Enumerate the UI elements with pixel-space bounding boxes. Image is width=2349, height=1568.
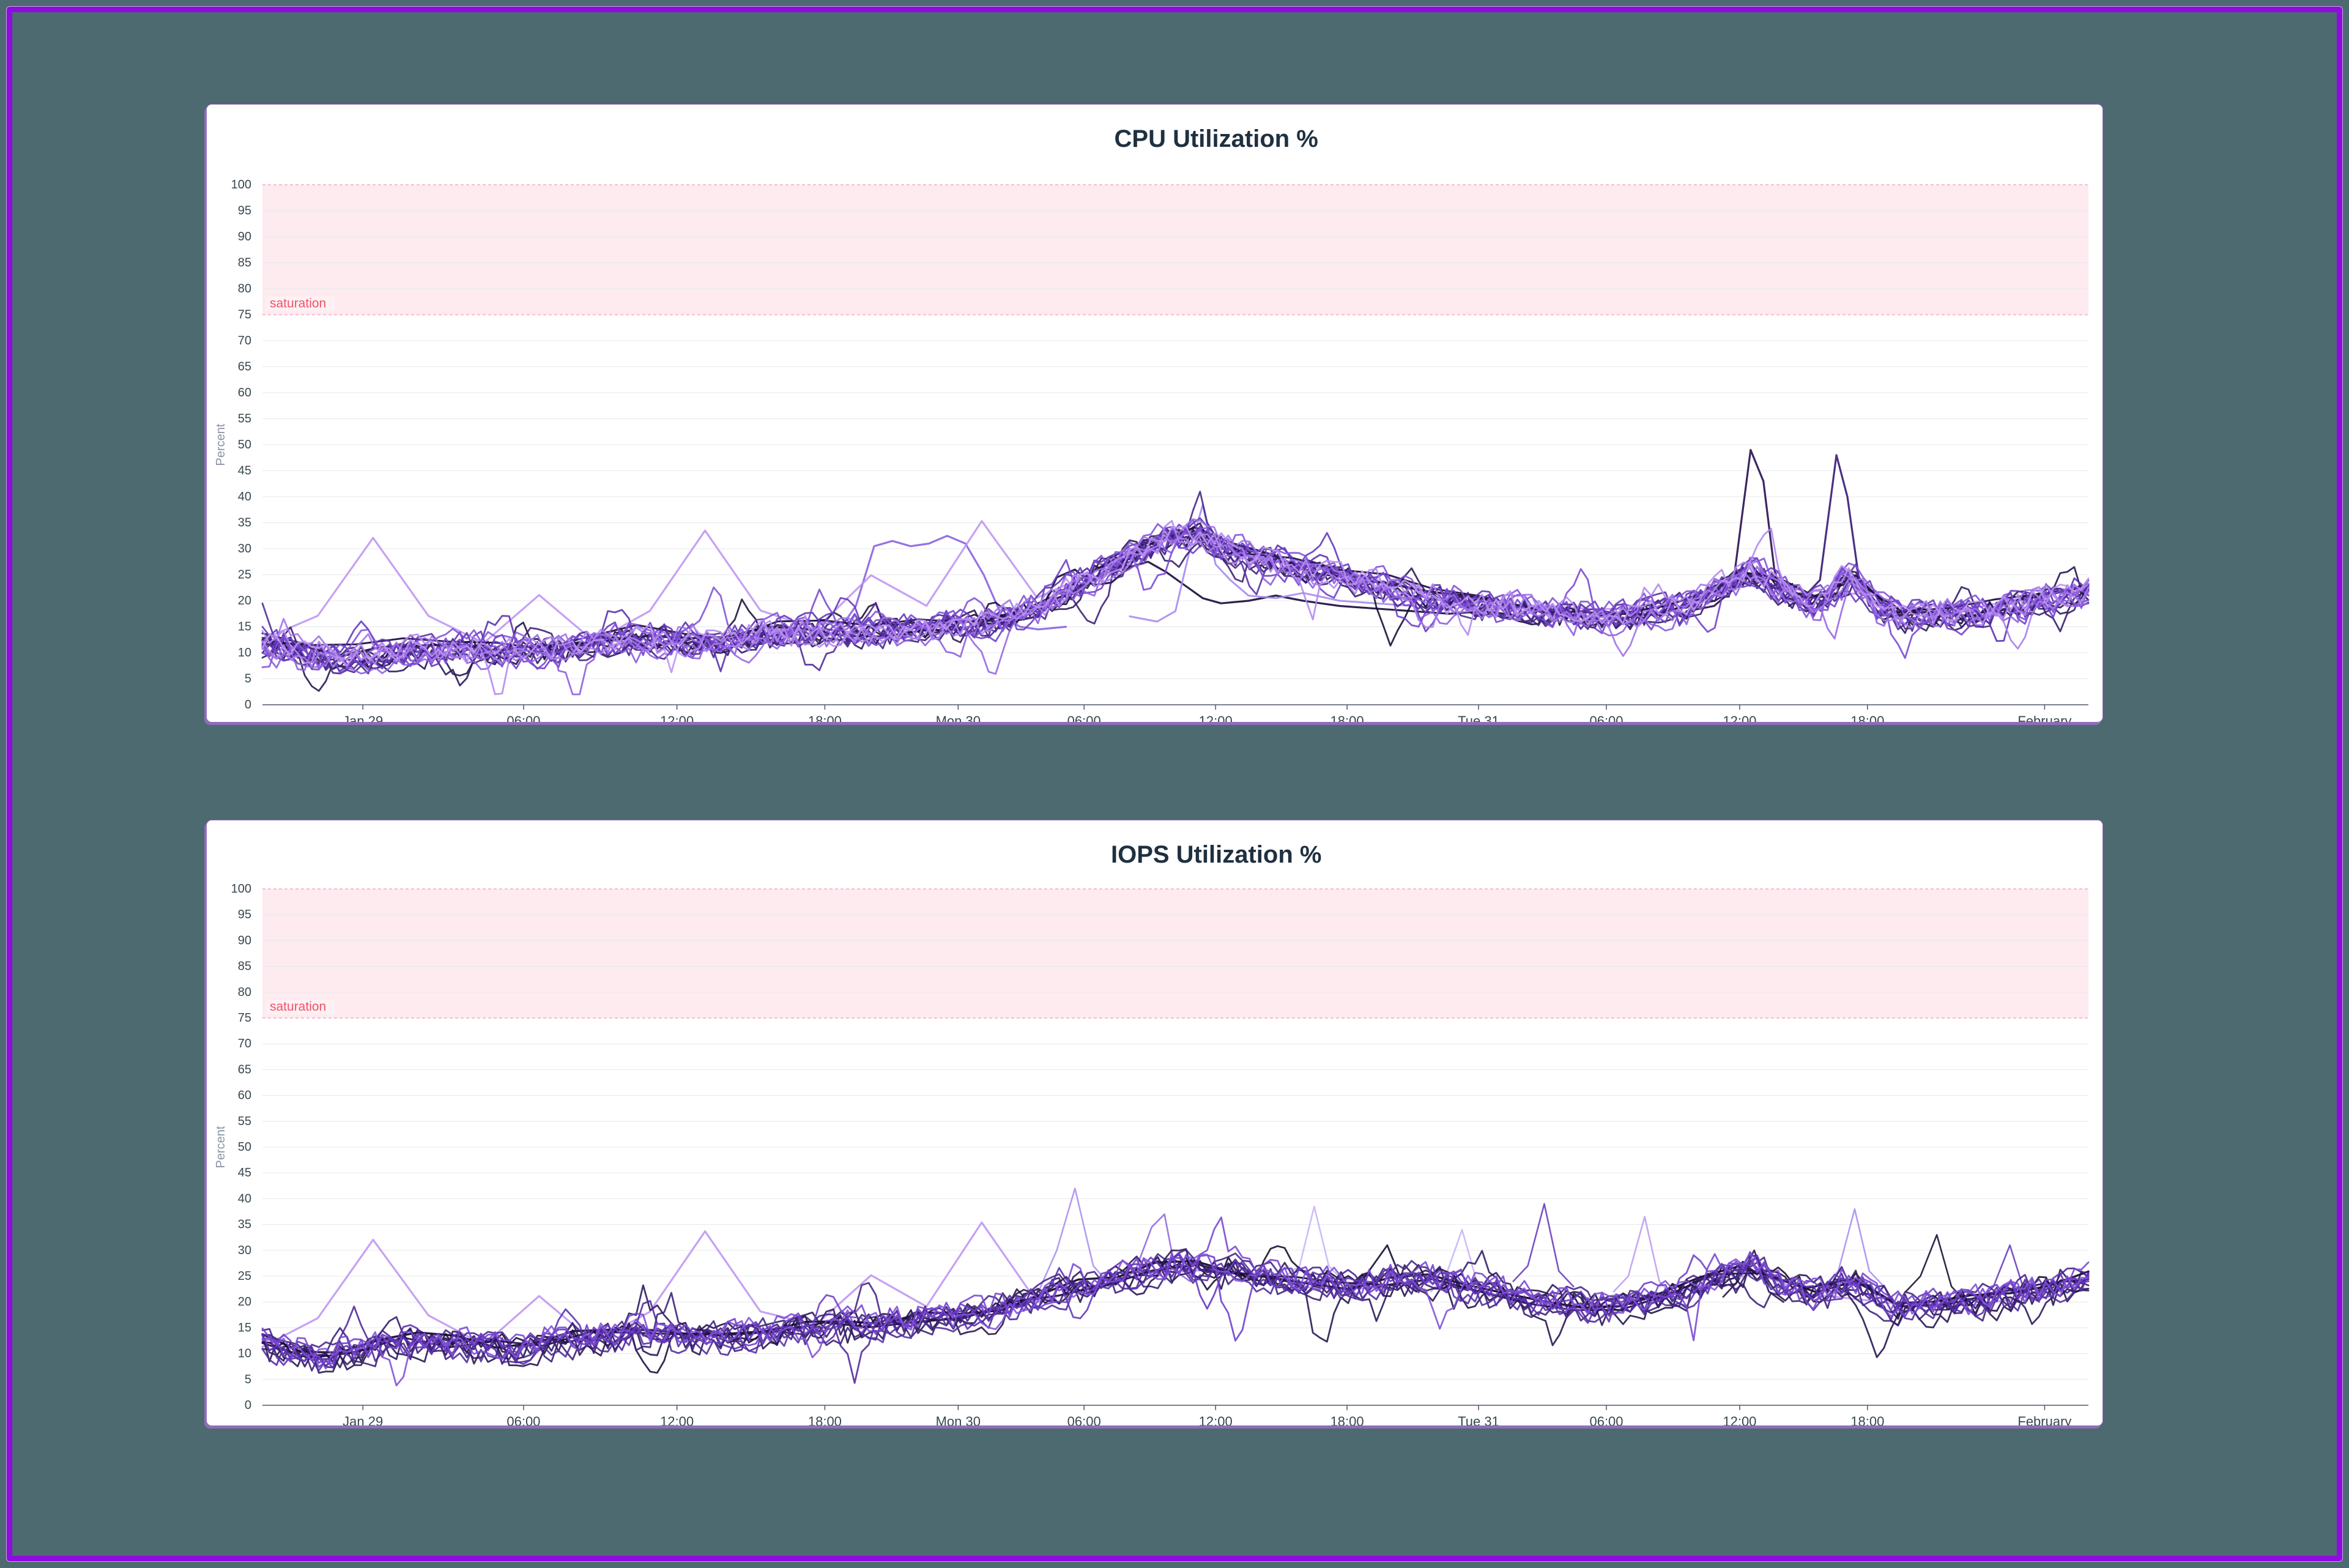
svg-text:Tue 31: Tue 31 bbox=[1458, 713, 1499, 722]
svg-text:75: 75 bbox=[238, 1011, 251, 1025]
svg-text:12:00: 12:00 bbox=[1723, 1414, 1756, 1425]
svg-text:40: 40 bbox=[238, 490, 251, 503]
svg-text:18:00: 18:00 bbox=[1330, 1414, 1364, 1425]
svg-text:85: 85 bbox=[238, 960, 251, 973]
svg-text:100: 100 bbox=[231, 882, 251, 896]
svg-text:65: 65 bbox=[238, 360, 251, 374]
svg-text:35: 35 bbox=[238, 1218, 251, 1232]
svg-text:30: 30 bbox=[238, 542, 251, 555]
svg-text:Percent: Percent bbox=[214, 1126, 228, 1168]
svg-text:45: 45 bbox=[238, 1166, 251, 1180]
svg-text:10: 10 bbox=[238, 646, 251, 660]
svg-text:0: 0 bbox=[245, 698, 251, 712]
svg-text:12:00: 12:00 bbox=[660, 1414, 694, 1425]
svg-text:95: 95 bbox=[238, 908, 251, 921]
svg-text:90: 90 bbox=[238, 230, 251, 243]
svg-text:18:00: 18:00 bbox=[1330, 713, 1364, 722]
svg-text:06:00: 06:00 bbox=[1067, 713, 1101, 722]
svg-text:90: 90 bbox=[238, 934, 251, 947]
svg-text:70: 70 bbox=[238, 1037, 251, 1050]
svg-text:Mon 30: Mon 30 bbox=[936, 713, 981, 722]
svg-text:60: 60 bbox=[238, 1089, 251, 1102]
svg-text:Percent: Percent bbox=[214, 423, 228, 466]
svg-text:65: 65 bbox=[238, 1063, 251, 1076]
svg-text:45: 45 bbox=[238, 464, 251, 478]
svg-text:Mon 30: Mon 30 bbox=[936, 1414, 981, 1425]
svg-text:75: 75 bbox=[238, 308, 251, 322]
svg-text:saturation: saturation bbox=[270, 1000, 326, 1014]
svg-text:12:00: 12:00 bbox=[1199, 1414, 1233, 1425]
svg-text:10: 10 bbox=[238, 1347, 251, 1361]
svg-text:80: 80 bbox=[238, 986, 251, 999]
svg-text:15: 15 bbox=[238, 620, 251, 634]
svg-text:saturation: saturation bbox=[270, 297, 326, 311]
svg-text:Tue 31: Tue 31 bbox=[1458, 1414, 1499, 1425]
svg-text:35: 35 bbox=[238, 516, 251, 530]
svg-text:06:00: 06:00 bbox=[507, 1414, 540, 1425]
svg-text:5: 5 bbox=[245, 1373, 251, 1386]
svg-text:60: 60 bbox=[238, 386, 251, 399]
svg-text:85: 85 bbox=[238, 256, 251, 270]
svg-text:06:00: 06:00 bbox=[1589, 1414, 1623, 1425]
svg-text:100: 100 bbox=[231, 178, 251, 191]
svg-text:12:00: 12:00 bbox=[1723, 713, 1756, 722]
svg-text:30: 30 bbox=[238, 1244, 251, 1257]
svg-text:February: February bbox=[2017, 1414, 2071, 1425]
svg-text:15: 15 bbox=[238, 1321, 251, 1334]
svg-text:20: 20 bbox=[238, 1295, 251, 1309]
svg-text:55: 55 bbox=[238, 1115, 251, 1128]
svg-text:20: 20 bbox=[238, 594, 251, 608]
svg-text:70: 70 bbox=[238, 334, 251, 347]
svg-text:Jan 29: Jan 29 bbox=[343, 1414, 383, 1425]
svg-text:80: 80 bbox=[238, 282, 251, 295]
svg-text:5: 5 bbox=[245, 672, 251, 686]
svg-text:18:00: 18:00 bbox=[1850, 713, 1884, 722]
svg-text:12:00: 12:00 bbox=[1199, 713, 1233, 722]
svg-text:18:00: 18:00 bbox=[808, 1414, 842, 1425]
svg-text:18:00: 18:00 bbox=[1850, 1414, 1884, 1425]
svg-text:06:00: 06:00 bbox=[507, 713, 540, 722]
svg-text:25: 25 bbox=[238, 1269, 251, 1283]
svg-text:06:00: 06:00 bbox=[1067, 1414, 1101, 1425]
svg-text:95: 95 bbox=[238, 204, 251, 218]
svg-text:February: February bbox=[2017, 713, 2071, 722]
svg-text:06:00: 06:00 bbox=[1589, 713, 1623, 722]
svg-text:50: 50 bbox=[238, 1140, 251, 1154]
svg-text:25: 25 bbox=[238, 568, 251, 582]
svg-text:40: 40 bbox=[238, 1192, 251, 1205]
svg-text:50: 50 bbox=[238, 438, 251, 451]
svg-text:18:00: 18:00 bbox=[808, 713, 842, 722]
svg-text:Jan 29: Jan 29 bbox=[343, 713, 383, 722]
svg-text:0: 0 bbox=[245, 1399, 251, 1412]
svg-text:55: 55 bbox=[238, 412, 251, 426]
svg-text:12:00: 12:00 bbox=[660, 713, 694, 722]
